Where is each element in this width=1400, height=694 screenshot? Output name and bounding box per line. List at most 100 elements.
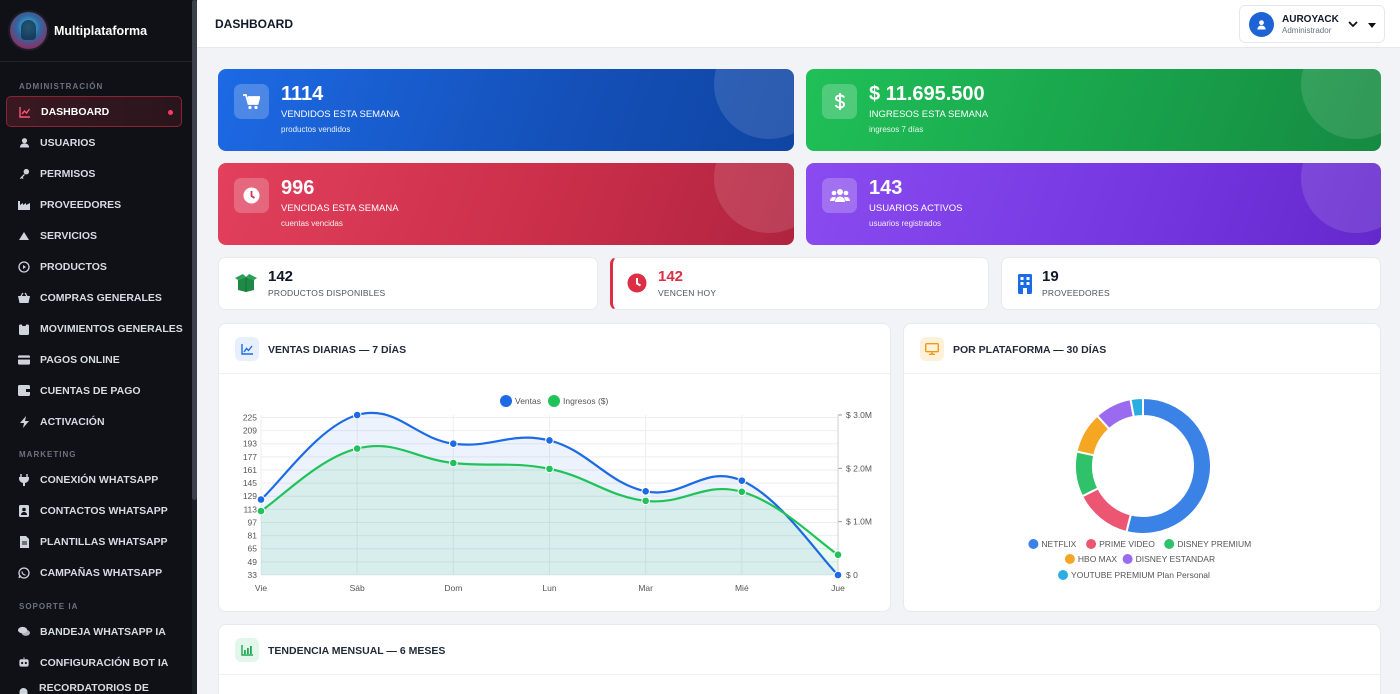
sidebar-item-usuarios[interactable]: USUARIOS [0,127,197,158]
ingresos-point [449,458,458,468]
slice-disney-premium [1074,450,1100,498]
legend-swatch-ventas [500,395,512,407]
ingresos-point [641,496,650,506]
user-role: Administrador [1282,25,1332,35]
stat-value: 143 [869,177,903,199]
panel-title: VENTAS DIARIAS — 7 DÍAS [268,344,407,356]
sidebar-item-plantillas-whatsapp[interactable]: PLANTILLAS WHATSAPP [0,526,197,557]
sidebar-item-permisos[interactable]: PERMISOS [0,158,197,189]
ingresos-point [545,464,554,474]
mini-card-productos: 142 PRODUCTOS DISPONIBLES [218,257,598,310]
stat-sub: productos vendidos [281,125,351,134]
brand[interactable]: Multiplataforma [0,0,197,62]
sidebar-scrollbar[interactable] [192,0,197,694]
ingresos-point [256,506,266,516]
ventas-point [352,410,362,420]
comments-icon [18,626,30,638]
ventas-point [641,487,650,496]
sidebar-item-config-bot[interactable]: CONFIGURACIÓN BOT IA [0,647,197,678]
sidebar-item-pagos-online[interactable]: PAGOS ONLINE [0,344,197,375]
sidebar-item-label: CAMPAÑAS WHATSAPP [40,566,163,579]
sidebar-item-label: USUARIOS [40,136,96,149]
panel-title: TENDENCIA MENSUAL — 6 MESES [268,645,446,657]
top-header: DASHBOARD AUROYACK Administrador [197,0,1400,48]
caret-down-icon[interactable] [1368,23,1376,28]
cart-icon [234,84,269,119]
sidebar-item-movimientos[interactable]: MOVIMIENTOS GENERALES [0,313,197,344]
sidebar-item-recordatorios[interactable]: RECORDATORIOS DE VENCIMIENTO [0,678,197,694]
user-menu[interactable]: AUROYACK Administrador [1239,5,1385,43]
stat-card-vencidas: 996 VENCIDAS ESTA SEMANA cuentas vencida… [218,163,794,245]
stat-card-ingresos: $ 11.695.500 INGRESOS ESTA SEMANA ingres… [806,69,1381,151]
sidebar-item-bandeja-ia[interactable]: BANDEJA WHATSAPP IA [0,616,197,647]
x-tick-label: Jue [831,583,845,593]
sidebar-item-label: CUENTAS DE PAGO [40,384,141,397]
sidebar-item-label: RECORDATORIOS DE VENCIMIENTO [39,681,149,694]
sidebar-item-campanas-whatsapp[interactable]: CAMPAÑAS WHATSAPP [0,557,197,588]
y-left-tick-label: 209 [243,426,257,436]
stat-value: 996 [281,177,315,199]
ventas-point [449,439,458,449]
chart-area-icon [235,337,259,361]
mini-value: 142 [268,268,294,285]
sidebar-item-productos[interactable]: PRODUCTOS [0,251,197,282]
legend-label: DISNEY PREMIUM [1177,539,1251,549]
clock-icon [627,273,647,293]
decorative-circle [714,69,794,139]
avatar [1249,11,1274,37]
sidebar-item-proveedores[interactable]: PROVEEDORES [0,189,197,220]
legend-label: NETFLIX [1041,539,1076,549]
desktop-icon [920,337,944,361]
y-right-tick-label: $ 2.0M [846,463,872,473]
sidebar-item-label: CONFIGURACIÓN BOT IA [40,656,169,669]
y-left-tick-label: 49 [248,557,258,567]
ventas-point [545,436,554,445]
legend-label: PRIME VIDEO [1099,539,1155,549]
sidebar-item-label: PERMISOS [40,167,96,180]
ventas-point [833,570,843,580]
y-left-tick-label: 97 [248,517,258,527]
sidebar-item-conexion-whatsapp[interactable]: CONEXIÓN WHATSAPP [0,464,197,495]
building-icon [1018,274,1032,294]
y-left-tick-label: 193 [243,439,257,449]
chevron-down-icon[interactable] [1348,20,1358,28]
sidebar-item-label: PAGOS ONLINE [40,353,120,366]
y-left-tick-label: 113 [243,504,257,514]
y-left-tick-label: 33 [248,570,258,580]
sidebar-item-cuentas-pago[interactable]: CUENTAS DE PAGO [0,375,197,406]
platform-doughnut-chart: NETFLIX PRIME VIDEO DISNEY PREMIUM HBO MAX D… [1028,396,1251,580]
wallet-icon [18,385,30,397]
legend-label-ingresos: Ingresos ($) [563,396,609,406]
bell-icon [18,687,29,694]
nav-admin: DASHBOARD USUARIOS PERMISOS PROVEEDORES … [0,96,197,437]
sidebar-item-contactos-whatsapp[interactable]: CONTACTOS WHATSAPP [0,495,197,526]
sidebar-item-label: PROVEEDORES [40,198,122,211]
ingresos-point [352,444,362,453]
brand-logo [10,12,47,49]
stat-label: INGRESOS ESTA SEMANA [869,109,989,120]
legend-swatch [1164,539,1175,549]
cloud-icon [18,230,30,242]
sidebar-item-compras[interactable]: COMPRAS GENERALES [0,282,197,313]
sidebar-item-dashboard[interactable]: DASHBOARD [6,96,182,127]
sidebar-item-activacion[interactable]: ACTIVACIÓN [0,406,197,437]
legend-label-ventas: Ventas [515,396,541,406]
address-book-icon [18,504,30,517]
x-tick-label: Vie [255,583,267,593]
sidebar-item-label: BANDEJA WHATSAPP IA [40,625,166,638]
user-name: AUROYACK [1282,13,1339,25]
stat-card-vendidos: 1114 VENDIDOS ESTA SEMANA productos vend… [218,69,794,151]
legend-swatch [1122,554,1133,564]
industry-icon [18,199,30,211]
sidebar-item-servicios[interactable]: SERVICIOS [0,220,197,251]
section-admin: ADMINISTRACIÓN [19,82,104,91]
ventas-point [737,476,747,485]
sidebar-item-label: CONTACTOS WHATSAPP [40,504,168,517]
clipboard-icon [18,322,30,335]
stat-label: VENDIDOS ESTA SEMANA [281,109,400,120]
daily-sales-chart: 225 209 193 177 161 145 129 113 97 81 65 49 33 Vie Sáb… [243,395,872,593]
sidebar-scroll-thumb[interactable] [192,0,197,500]
decorative-circle [1301,163,1381,233]
mini-card-vencen-hoy: 142 VENCEN HOY [610,257,989,310]
basket-icon [18,292,30,304]
